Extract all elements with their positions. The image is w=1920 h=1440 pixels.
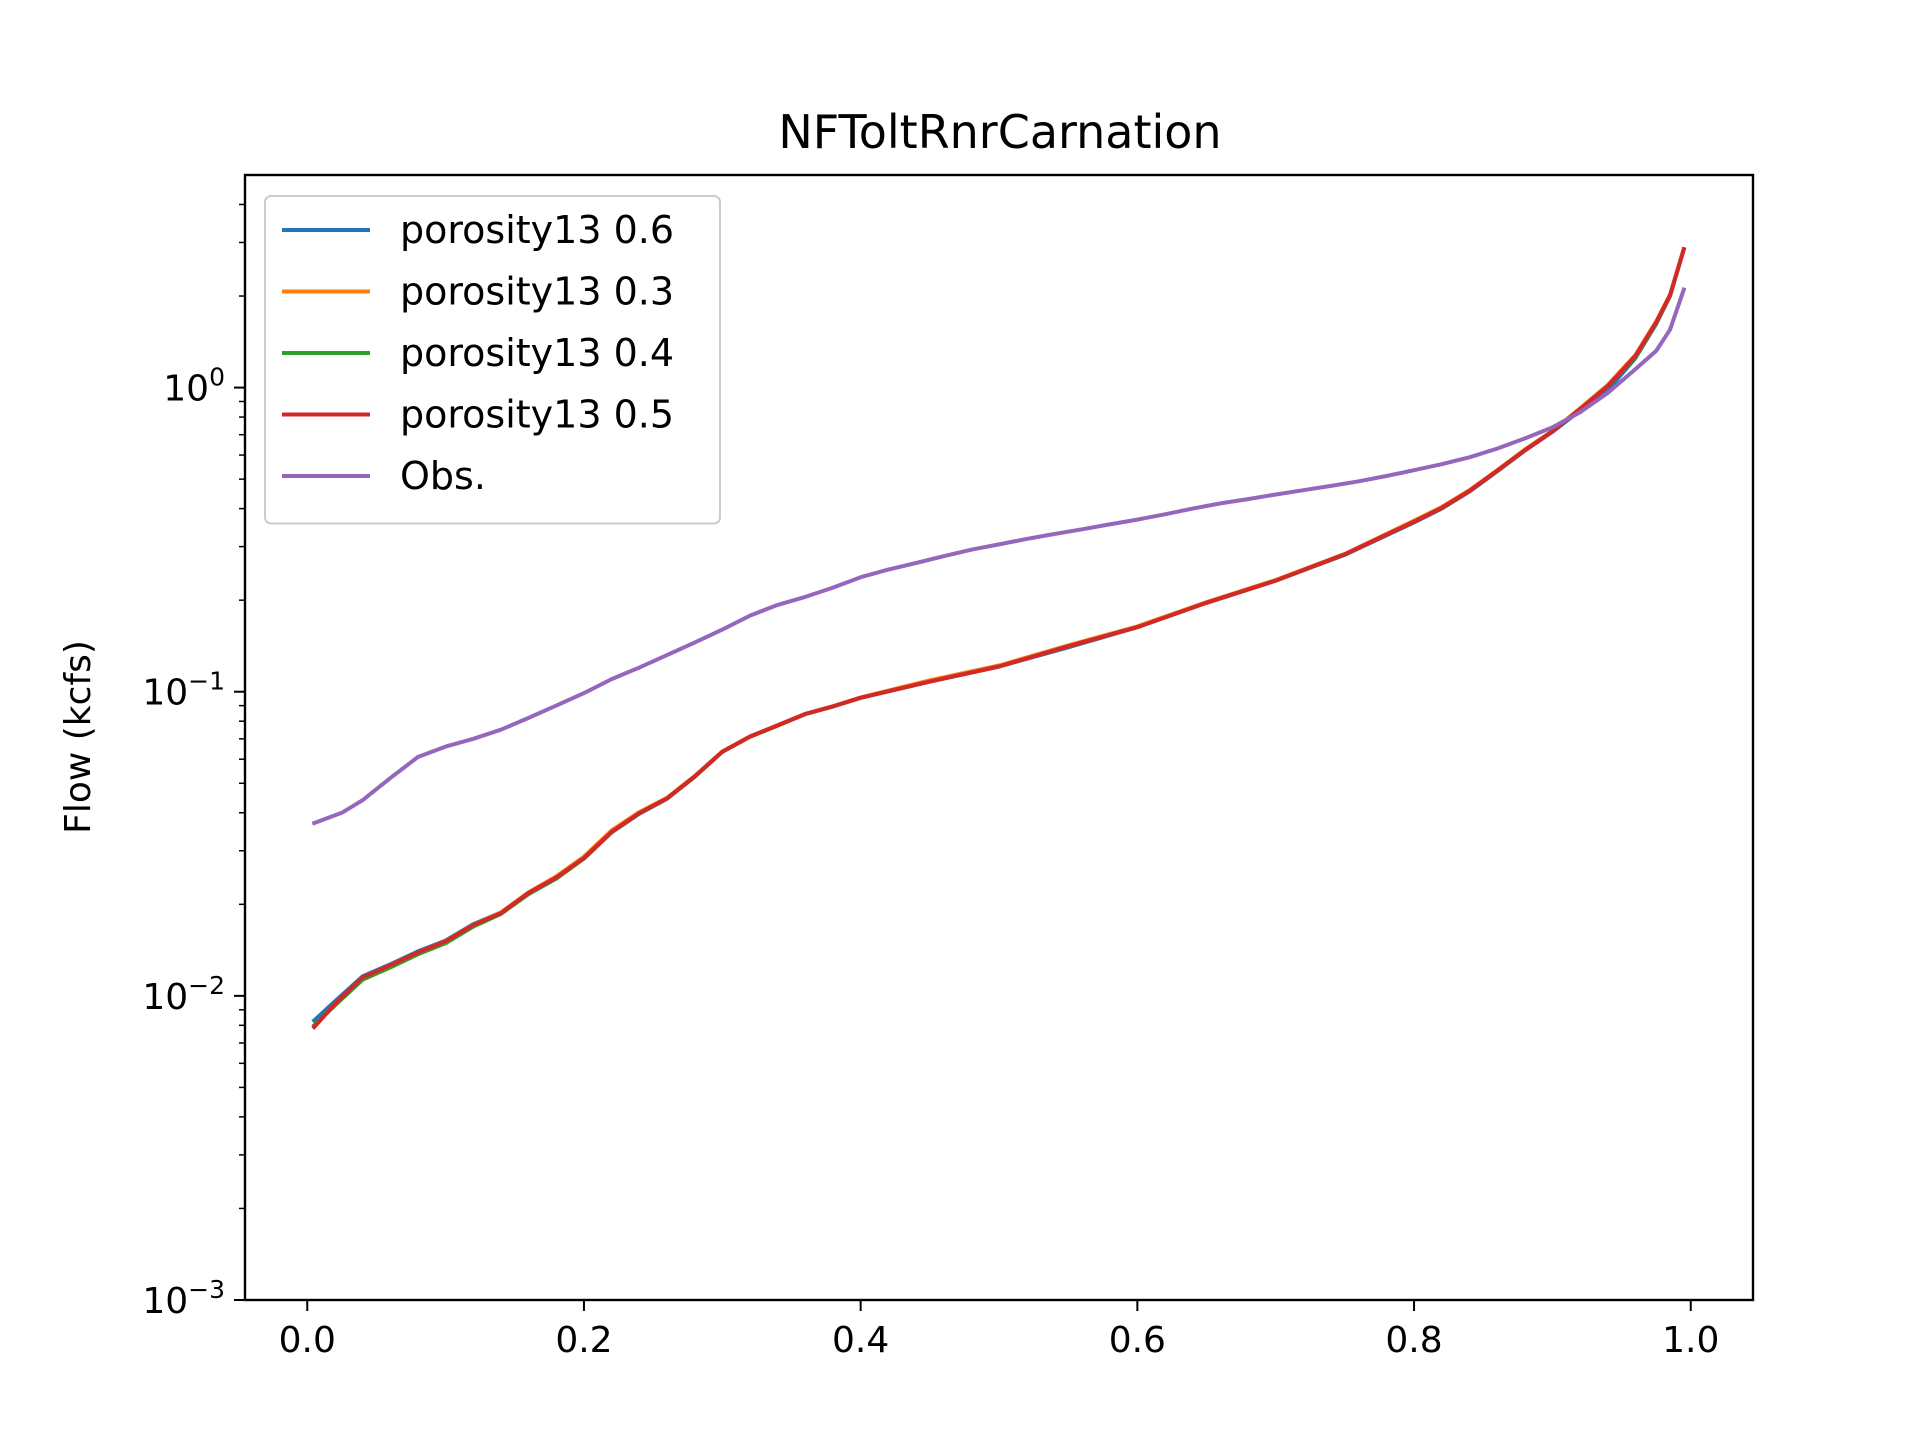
axes-frame [243, 173, 1755, 1302]
legend-entry-label: porosity13 0.4 [400, 331, 674, 375]
legend-entry-label: porosity13 0.6 [400, 208, 674, 252]
series-line-4 [311, 287, 1687, 826]
y-tick-label: 100 [163, 363, 225, 410]
plot-area [311, 246, 1687, 1030]
y-tick-label: 10−2 [142, 971, 225, 1018]
x-tick-label: 0.2 [555, 1320, 612, 1361]
y-tick-label: 10−1 [142, 667, 225, 714]
legend-entry-label: porosity13 0.3 [400, 270, 674, 314]
x-tick-label: 0.6 [1109, 1320, 1166, 1361]
x-tick-label: 0.0 [279, 1320, 336, 1361]
y-axis-label: Flow (kcfs) [58, 640, 99, 834]
chart-title: NFToltRnrCarnation [778, 105, 1221, 159]
legend-box [264, 195, 721, 525]
legend: porosity13 0.6 porosity13 0.3 porosity13 0… [264, 195, 721, 525]
x-tick-label: 1.0 [1662, 1320, 1719, 1361]
legend-entry-label: Obs. [400, 454, 486, 498]
series-line-3 [311, 246, 1687, 1030]
legend-entry-label: porosity13 0.5 [400, 393, 674, 437]
x-tick-label: 0.4 [832, 1320, 889, 1361]
axes: 0.0 0.2 0.4 0.6 0.8 1.0 10−3 10−2 10−1 100 [142, 173, 1755, 1361]
x-tick-label: 0.8 [1385, 1320, 1442, 1361]
y-tick-label: 10−3 [142, 1275, 225, 1322]
